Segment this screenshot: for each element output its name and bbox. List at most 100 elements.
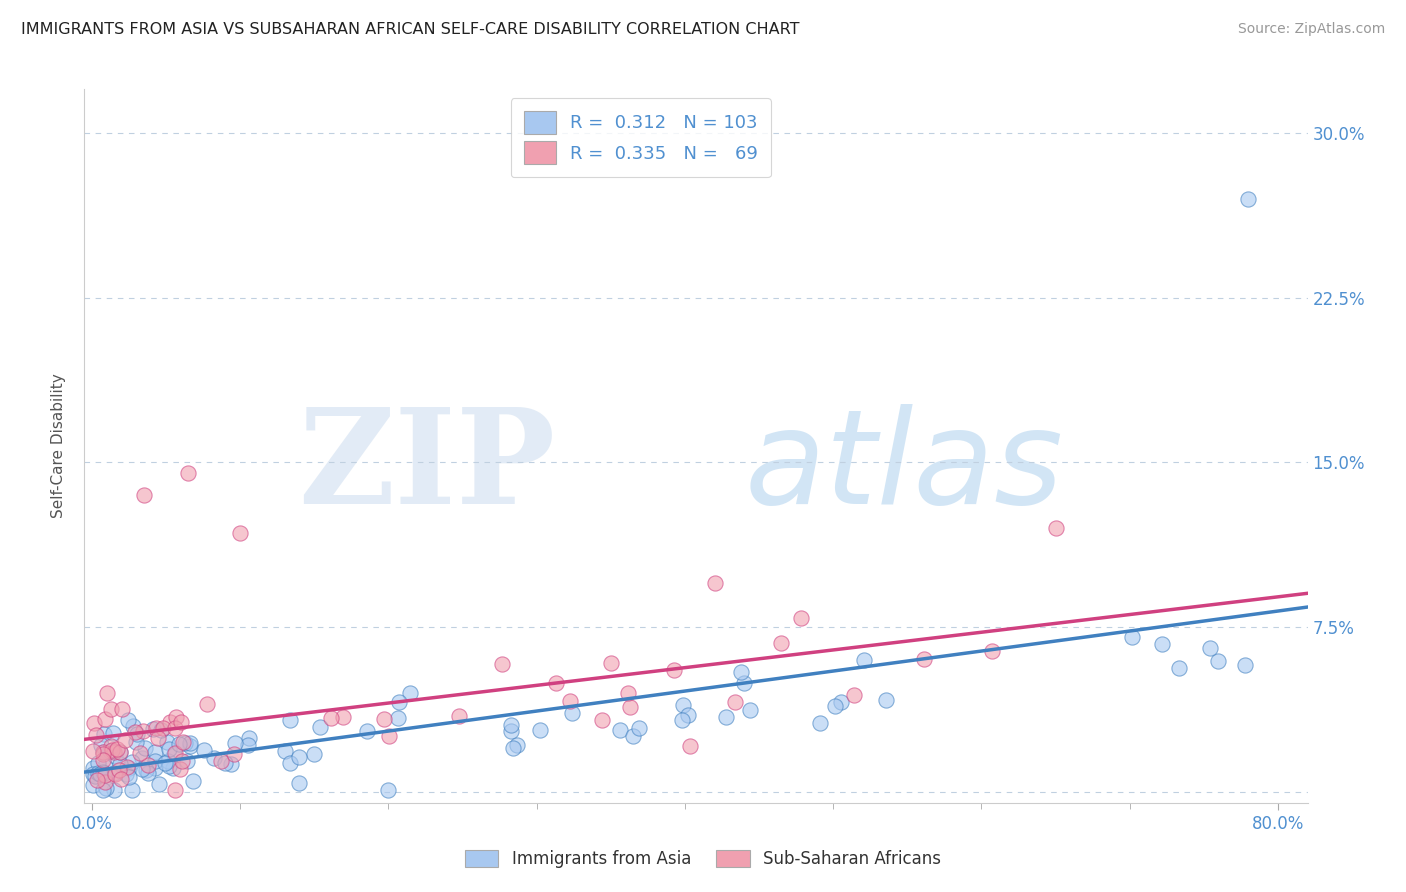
Point [146, 731, 169, 745]
Point [621, 730, 644, 744]
Point [502, 740, 524, 755]
Point [117, 713, 139, 727]
Point [209, 754, 232, 768]
Point [156, 734, 179, 748]
Point [679, 739, 702, 753]
Point [214, 756, 236, 770]
Point [87, 756, 110, 771]
Point [104, 749, 127, 764]
Point [98, 744, 121, 758]
Point [600, 656, 623, 670]
Point [103, 766, 125, 780]
Point [193, 743, 215, 757]
Point [136, 765, 159, 780]
Point [1121, 630, 1143, 644]
Point [176, 754, 198, 768]
Point [86, 773, 108, 788]
Point [222, 747, 245, 761]
Point [399, 685, 422, 699]
Point [159, 714, 181, 729]
Point [94, 712, 117, 726]
Point [1168, 661, 1191, 675]
Point [356, 724, 378, 739]
Point [115, 767, 138, 781]
Point [170, 754, 193, 768]
Point [82, 761, 104, 775]
Point [87, 766, 110, 780]
Point [143, 761, 166, 775]
Point [84, 769, 107, 783]
Point [499, 724, 522, 739]
Point [165, 747, 187, 761]
Point [824, 698, 846, 713]
Point [152, 721, 174, 735]
Point [142, 722, 165, 736]
Point [449, 709, 471, 723]
Point [628, 721, 651, 735]
Point [173, 736, 195, 750]
Point [332, 710, 354, 724]
Point [149, 723, 172, 738]
Point [229, 525, 252, 540]
Point [738, 703, 761, 717]
Point [96, 686, 118, 700]
Point [1208, 654, 1230, 668]
Point [135, 763, 157, 777]
Point [1233, 658, 1256, 673]
Point [733, 676, 755, 690]
Point [912, 652, 935, 666]
Point [169, 763, 191, 777]
Point [219, 757, 242, 772]
Point [115, 760, 138, 774]
Point [278, 756, 301, 771]
Point [676, 707, 699, 722]
Point [114, 732, 136, 747]
Point [177, 467, 200, 481]
Point [1045, 521, 1067, 535]
Point [145, 721, 167, 735]
Point [609, 723, 631, 738]
Point [714, 710, 737, 724]
Point [561, 706, 583, 721]
Point [125, 735, 148, 749]
Point [100, 702, 122, 716]
Point [224, 736, 246, 750]
Point [236, 739, 259, 753]
Point [506, 738, 529, 752]
Point [288, 749, 311, 764]
Point [308, 720, 330, 734]
Point [197, 697, 219, 711]
Point [91, 782, 114, 797]
Point [91, 747, 114, 762]
Point [321, 711, 343, 725]
Point [82, 779, 104, 793]
Point [91, 753, 114, 767]
Point [238, 731, 260, 745]
Point [93, 766, 115, 780]
Point [703, 576, 725, 591]
Point [122, 719, 145, 733]
Point [157, 759, 180, 773]
Point [94, 775, 117, 789]
Y-axis label: Self-Care Disability: Self-Care Disability [51, 374, 66, 518]
Point [84, 728, 107, 742]
Point [82, 744, 104, 758]
Point [100, 739, 122, 753]
Point [124, 724, 146, 739]
Point [287, 776, 309, 790]
Point [378, 730, 401, 744]
Point [131, 762, 153, 776]
Point [104, 766, 127, 780]
Point [730, 665, 752, 679]
Point [278, 713, 301, 727]
Point [96, 780, 118, 795]
Point [89, 767, 111, 781]
Point [830, 695, 852, 709]
Point [162, 761, 184, 775]
Text: ZIP: ZIP [298, 403, 555, 532]
Point [170, 715, 193, 730]
Point [377, 782, 399, 797]
Point [90, 738, 112, 752]
Point [108, 757, 131, 772]
Point [875, 693, 897, 707]
